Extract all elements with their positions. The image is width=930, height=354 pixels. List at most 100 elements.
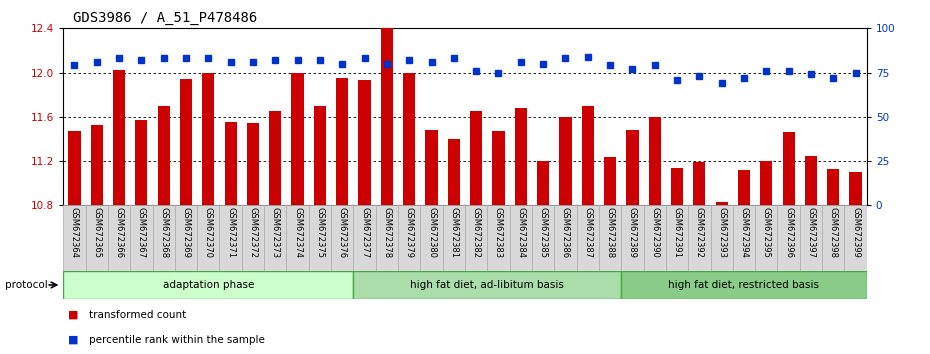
Bar xyxy=(380,0,393,205)
Bar xyxy=(447,139,460,205)
Bar xyxy=(688,205,711,271)
Text: GSM672372: GSM672372 xyxy=(248,207,258,258)
Bar xyxy=(331,205,353,271)
Bar xyxy=(621,205,644,271)
Text: GSM672396: GSM672396 xyxy=(784,207,793,258)
Text: GSM672389: GSM672389 xyxy=(628,207,637,258)
Text: GSM672364: GSM672364 xyxy=(70,207,79,258)
Text: GSM672367: GSM672367 xyxy=(137,207,146,258)
Bar xyxy=(532,205,554,271)
Text: GSM672370: GSM672370 xyxy=(204,207,213,258)
Bar xyxy=(755,205,777,271)
Bar xyxy=(737,170,751,205)
Bar xyxy=(849,172,862,205)
Bar xyxy=(113,70,126,205)
Text: GSM672365: GSM672365 xyxy=(92,207,101,258)
Bar xyxy=(269,111,282,205)
Bar xyxy=(844,205,867,271)
Bar xyxy=(353,272,621,298)
Text: high fat diet, restricted basis: high fat diet, restricted basis xyxy=(669,280,819,290)
Text: GSM672391: GSM672391 xyxy=(672,207,682,258)
Bar xyxy=(577,205,599,271)
Bar xyxy=(487,205,510,271)
Text: GSM672385: GSM672385 xyxy=(538,207,548,258)
Bar xyxy=(403,73,416,205)
Bar xyxy=(800,205,822,271)
Text: GDS3986 / A_51_P478486: GDS3986 / A_51_P478486 xyxy=(73,11,257,25)
Bar xyxy=(581,106,594,205)
Text: GSM672376: GSM672376 xyxy=(338,207,347,258)
Bar xyxy=(782,132,795,205)
Bar xyxy=(376,205,398,271)
Text: GSM672374: GSM672374 xyxy=(293,207,302,258)
Text: GSM672366: GSM672366 xyxy=(114,207,124,258)
Bar xyxy=(693,162,706,205)
Text: GSM672378: GSM672378 xyxy=(382,207,392,258)
Bar xyxy=(90,125,103,205)
Text: GSM672380: GSM672380 xyxy=(427,207,436,258)
Text: GSM672387: GSM672387 xyxy=(583,207,592,258)
Text: GSM672397: GSM672397 xyxy=(806,207,816,258)
Bar xyxy=(291,73,304,205)
Text: percentile rank within the sample: percentile rank within the sample xyxy=(89,335,265,345)
Bar xyxy=(398,205,420,271)
Text: GSM672369: GSM672369 xyxy=(181,207,191,258)
Bar xyxy=(559,117,572,205)
Bar xyxy=(604,156,617,205)
Bar xyxy=(626,130,639,205)
Bar xyxy=(420,205,443,271)
Bar xyxy=(202,73,215,205)
Bar xyxy=(644,205,666,271)
Bar xyxy=(804,155,817,205)
Bar xyxy=(465,205,487,271)
Text: ■: ■ xyxy=(68,310,78,320)
Text: GSM672377: GSM672377 xyxy=(360,207,369,258)
Bar xyxy=(246,124,259,205)
Text: GSM672390: GSM672390 xyxy=(650,207,659,258)
Bar xyxy=(157,106,170,205)
Text: GSM672382: GSM672382 xyxy=(472,207,481,258)
Text: GSM672368: GSM672368 xyxy=(159,207,168,258)
Bar xyxy=(777,205,800,271)
Text: GSM672383: GSM672383 xyxy=(494,207,503,258)
Bar xyxy=(130,205,153,271)
Bar xyxy=(309,205,331,271)
Text: GSM672393: GSM672393 xyxy=(717,207,726,258)
Bar xyxy=(63,205,86,271)
Bar xyxy=(822,205,844,271)
Bar xyxy=(671,168,684,205)
Bar xyxy=(313,106,326,205)
Bar xyxy=(537,161,550,205)
Text: GSM672386: GSM672386 xyxy=(561,207,570,258)
Text: GSM672384: GSM672384 xyxy=(516,207,525,258)
Bar xyxy=(353,205,376,271)
Text: GSM672398: GSM672398 xyxy=(829,207,838,258)
Bar xyxy=(492,131,505,205)
Bar xyxy=(179,79,193,205)
Text: GSM672399: GSM672399 xyxy=(851,207,860,258)
Bar xyxy=(219,205,242,271)
Text: protocol: protocol xyxy=(5,280,47,290)
Bar xyxy=(175,205,197,271)
Bar xyxy=(554,205,577,271)
Text: GSM672395: GSM672395 xyxy=(762,207,771,258)
Text: GSM672373: GSM672373 xyxy=(271,207,280,258)
Bar xyxy=(443,205,465,271)
Bar xyxy=(108,205,130,271)
Text: GSM672392: GSM672392 xyxy=(695,207,704,258)
Bar xyxy=(425,130,438,205)
Text: GSM672381: GSM672381 xyxy=(449,207,458,258)
Bar xyxy=(264,205,286,271)
Bar xyxy=(514,108,527,205)
Text: adaptation phase: adaptation phase xyxy=(163,280,254,290)
Text: GSM672371: GSM672371 xyxy=(226,207,235,258)
Bar xyxy=(224,122,237,205)
Bar xyxy=(648,117,661,205)
Bar xyxy=(733,205,755,271)
Text: GSM672375: GSM672375 xyxy=(315,207,325,258)
Bar xyxy=(711,205,733,271)
Text: ■: ■ xyxy=(68,335,78,345)
Bar xyxy=(358,80,371,205)
Bar xyxy=(599,205,621,271)
Bar xyxy=(827,169,840,205)
